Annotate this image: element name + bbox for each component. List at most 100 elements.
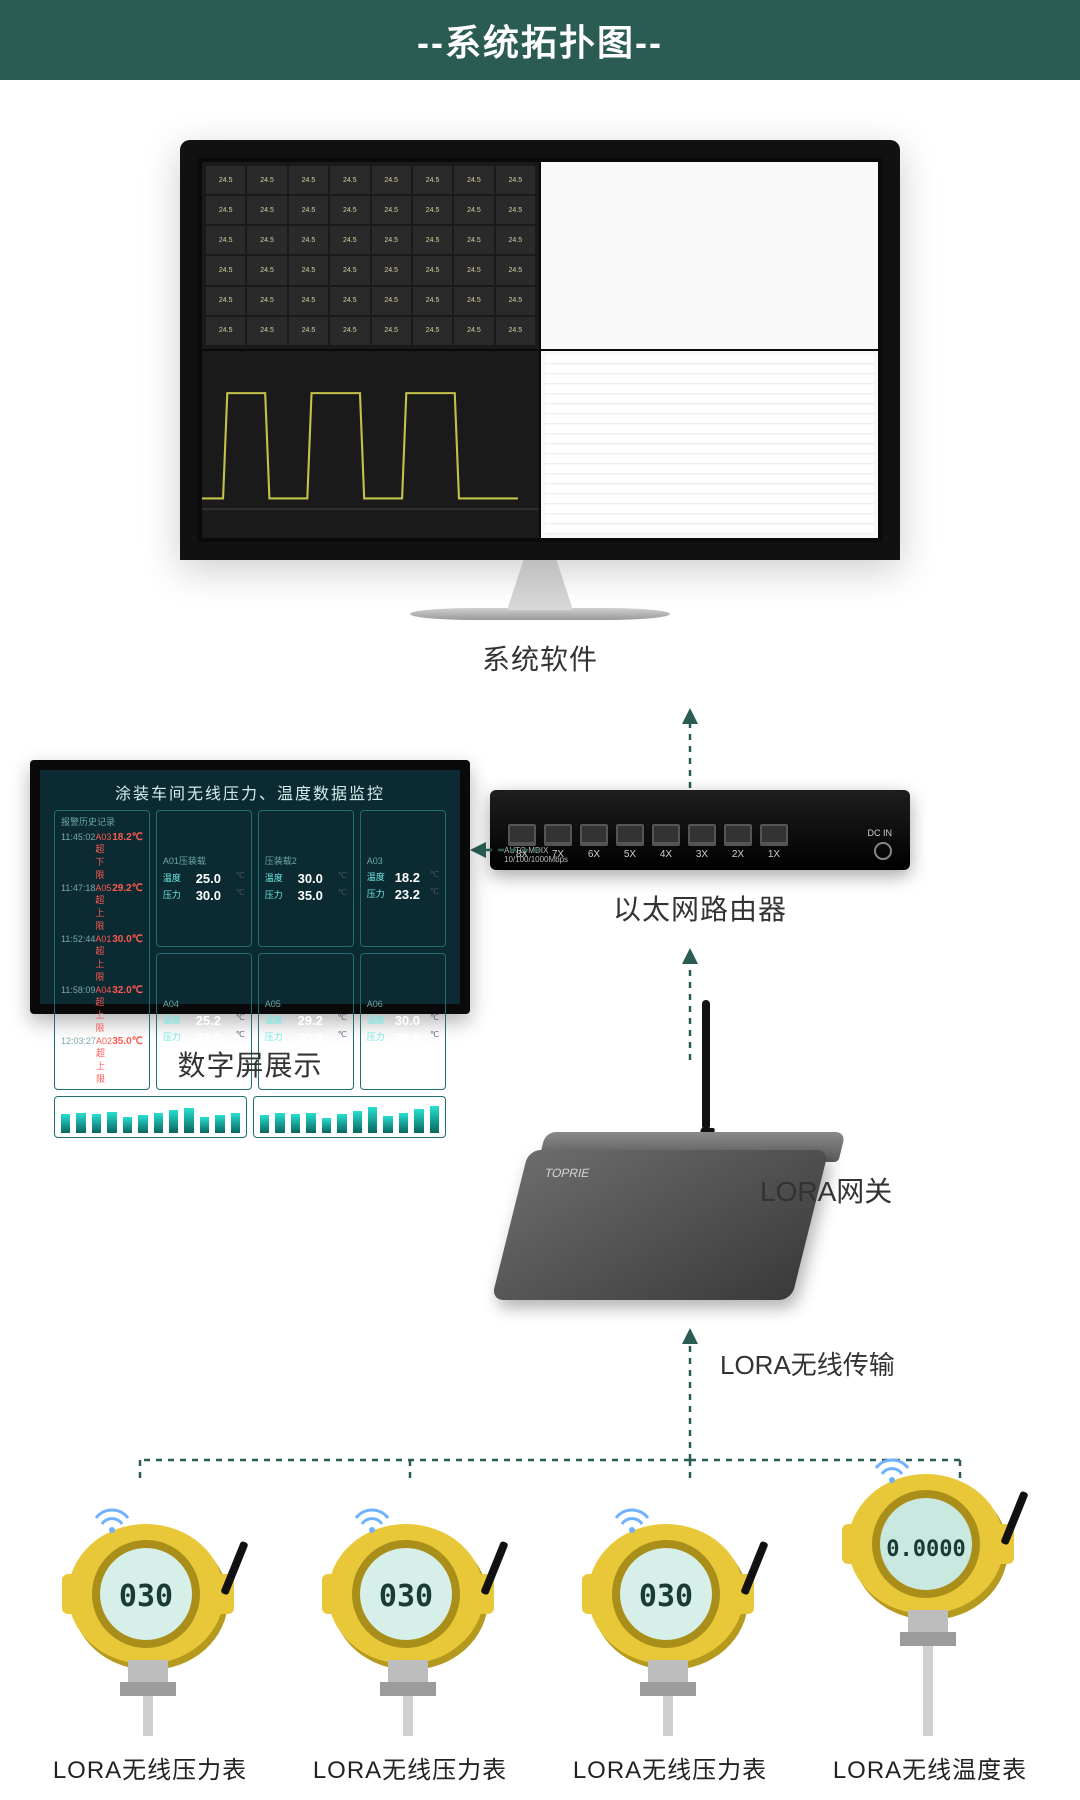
monitor-value-cell: 24.5 — [413, 226, 452, 254]
router-caption: 以太网路由器 — [613, 888, 787, 928]
monitor-section: 24.524.524.524.524.524.524.524.524.524.5… — [0, 140, 1080, 660]
monitor-value-cell: 24.5 — [372, 287, 411, 315]
monitor-value-cell: 24.5 — [247, 256, 286, 284]
lora-sensor: 030LORA无线压力表 — [550, 1510, 790, 1785]
monitor-value-cell: 24.5 — [496, 287, 535, 315]
monitor-value-cell: 24.5 — [289, 287, 328, 315]
monitor-value-cell: 24.5 — [247, 166, 286, 194]
ethernet-router: 8X7X6X5X4X3X2X1X DC IN AUTO MDIX 10/100/… — [490, 790, 910, 870]
monitor-value-cell: 24.5 — [454, 317, 493, 345]
monitor-quadrant-values: 24.524.524.524.524.524.524.524.524.524.5… — [202, 162, 539, 349]
monitor-value-cell: 24.5 — [330, 226, 369, 254]
lora-sensor: 0.0000 LORA无线温度表 — [810, 1460, 1050, 1785]
monitor-table-row — [545, 525, 874, 534]
monitor-table-row — [545, 405, 874, 414]
monitor-value-cell: 24.5 — [330, 317, 369, 345]
sensor-label: LORA无线压力表 — [313, 1750, 507, 1785]
port-label: 2X — [732, 849, 744, 860]
sensor-body-icon: 030 — [310, 1510, 510, 1740]
sensor-body-icon: 030 — [50, 1510, 250, 1740]
ethernet-port: 2X — [724, 824, 752, 860]
sensor-label: LORA无线温度表 — [833, 1750, 1027, 1785]
monitor-value-cell: 24.5 — [206, 196, 245, 224]
page-title: --系统拓扑图-- — [417, 14, 663, 66]
monitor-value-cell: 24.5 — [413, 256, 452, 284]
port-label: 4X — [660, 849, 672, 860]
monitor-value-cell: 24.5 — [413, 196, 452, 224]
svg-text:030: 030 — [119, 1579, 173, 1614]
monitor-value-cell: 24.5 — [454, 196, 493, 224]
port-label: 1X — [768, 849, 780, 860]
panel-mini-bar — [76, 1113, 85, 1133]
panel-mini-bar — [61, 1114, 70, 1133]
panel-mini-bar — [306, 1113, 315, 1133]
monitor-value-cell: 24.5 — [289, 196, 328, 224]
monitor-table-row — [545, 475, 874, 484]
monitor-value-cell: 24.5 — [289, 166, 328, 194]
monitor-value-cell: 24.5 — [206, 226, 245, 254]
monitor-value-cell: 24.5 — [247, 317, 286, 345]
svg-text:030: 030 — [639, 1579, 693, 1614]
digital-panel-section: 涂装车间无线压力、温度数据监控 A01压装载温度25.0℃压力30.0℃压装载2… — [30, 760, 470, 1084]
panel-reading-cell: A03温度18.2℃压力23.2℃ — [360, 810, 446, 947]
monitor-value-cell: 24.5 — [496, 196, 535, 224]
monitor-table-row — [545, 505, 874, 514]
monitor-value-cell: 24.5 — [454, 226, 493, 254]
router-speed-label: 10/100/1000Mbps — [504, 855, 568, 864]
monitor-table-row — [545, 365, 874, 374]
sensor-body-icon: 0.0000 — [830, 1460, 1030, 1740]
monitor-table-row — [545, 465, 874, 474]
monitor-value-cell: 24.5 — [372, 196, 411, 224]
panel-alarm-list: 报警历史记录11:45:02A03 超下限18.2℃11:47:18A05 超上… — [54, 810, 150, 1090]
monitor-table-row — [545, 425, 874, 434]
monitor-value-cell: 24.5 — [206, 166, 245, 194]
panel-mini-bar — [107, 1112, 116, 1133]
sensor-body-icon: 030 — [570, 1510, 770, 1740]
monitor-caption: 系统软件 — [482, 638, 598, 678]
monitor-value-cell: 24.5 — [330, 196, 369, 224]
ethernet-port: 6X — [580, 824, 608, 860]
monitor-table-row — [545, 455, 874, 464]
panel-mini-bar — [260, 1115, 269, 1133]
svg-text:0.0000: 0.0000 — [886, 1537, 965, 1562]
monitor-value-cell: 24.5 — [372, 226, 411, 254]
panel-mini-bar — [92, 1114, 101, 1133]
router-auto-label: AUTO MDIX — [504, 846, 548, 855]
monitor-value-cell: 24.5 — [289, 226, 328, 254]
panel-reading-cell: 压装载2温度30.0℃压力35.0℃ — [258, 810, 354, 947]
monitor-quadrant-waveform — [202, 351, 539, 538]
monitor: 24.524.524.524.524.524.524.524.524.524.5… — [180, 140, 900, 620]
monitor-table-row — [545, 415, 874, 424]
gateway-brand: TOPRIE — [543, 1166, 591, 1180]
svg-text:030: 030 — [379, 1579, 433, 1614]
router-dc-label: DC IN — [868, 828, 893, 838]
monitor-value-cell: 24.5 — [413, 166, 452, 194]
wifi-icon — [612, 1504, 652, 1534]
router-section: 8X7X6X5X4X3X2X1X DC IN AUTO MDIX 10/100/… — [470, 790, 930, 928]
monitor-value-cell: 24.5 — [289, 256, 328, 284]
panel-bottom-bars — [54, 1096, 446, 1138]
panel-mini-bar — [291, 1114, 300, 1133]
panel-mini-bar — [275, 1113, 284, 1133]
monitor-value-cell: 24.5 — [496, 166, 535, 194]
monitor-value-cell: 24.5 — [247, 196, 286, 224]
monitor-value-cell: 24.5 — [247, 226, 286, 254]
ethernet-port: 4X — [652, 824, 680, 860]
monitor-value-cell: 24.5 — [413, 317, 452, 345]
port-label: 5X — [624, 849, 636, 860]
monitor-value-cell: 24.5 — [496, 256, 535, 284]
monitor-value-cell: 24.5 — [372, 317, 411, 345]
router-right-labels: DC IN — [868, 828, 893, 860]
monitor-quadrant-bars — [541, 162, 878, 349]
port-label: 6X — [588, 849, 600, 860]
monitor-value-cell: 24.5 — [413, 287, 452, 315]
lora-wireless-label: LORA无线传输 — [720, 1345, 895, 1382]
page-title-bar: --系统拓扑图-- — [0, 0, 1080, 80]
monitor-table-row — [545, 385, 874, 394]
port-label: 3X — [696, 849, 708, 860]
digital-panel: 涂装车间无线压力、温度数据监控 A01压装载温度25.0℃压力30.0℃压装载2… — [30, 760, 470, 1014]
sensors-row: 030LORA无线压力表030LORA无线压力表030LORA无线压力表0.00… — [0, 1460, 1080, 1785]
dc-in-icon — [874, 842, 892, 860]
monitor-table-row — [545, 435, 874, 444]
monitor-value-cell: 24.5 — [330, 166, 369, 194]
